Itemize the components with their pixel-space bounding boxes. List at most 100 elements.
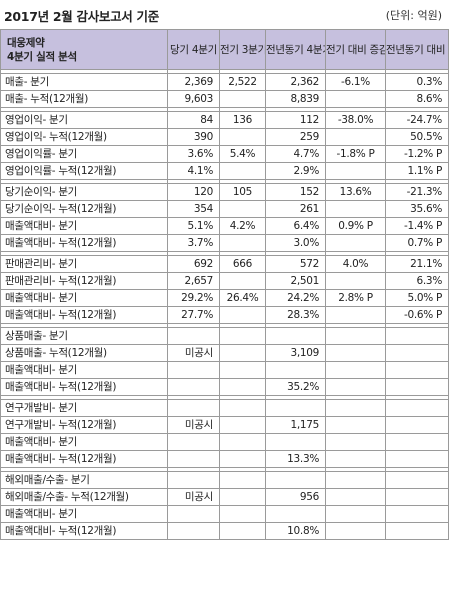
- value-cell: [219, 522, 266, 540]
- row-label: 당기순이익- 누적(12개월): [0, 200, 168, 218]
- value-cell: [385, 399, 449, 417]
- value-cell: 미공시: [167, 488, 220, 506]
- value-cell: 4.7%: [265, 145, 326, 163]
- value-cell: [385, 344, 449, 362]
- table-row: 영업이익- 분기 84 136 112 -38.0% -24.7%: [0, 111, 449, 129]
- value-cell: 5.0% P: [385, 289, 449, 307]
- value-cell: 261: [265, 200, 326, 218]
- value-cell: [219, 162, 266, 180]
- value-cell: 2,501: [265, 272, 326, 290]
- value-cell: [265, 399, 326, 417]
- value-cell: [219, 399, 266, 417]
- col-header-line1: 전기: [220, 43, 240, 56]
- report-title: 2017년 2월 감사보고서 기준: [4, 9, 159, 24]
- value-cell: [325, 327, 386, 345]
- value-cell: 8,839: [265, 90, 326, 108]
- value-cell: [167, 450, 220, 468]
- table-row: 매출액대비- 누적(12개월) 13.3%: [0, 450, 449, 468]
- value-cell: [265, 433, 326, 451]
- value-cell: [325, 234, 386, 252]
- table-row: 매출액대비- 누적(12개월) 10.8%: [0, 522, 449, 540]
- value-cell: -38.0%: [325, 111, 386, 129]
- value-cell: 0.7% P: [385, 234, 449, 252]
- value-cell: [167, 361, 220, 379]
- value-cell: 21.1%: [385, 255, 449, 273]
- table-body: 매출- 분기 2,369 2,522 2,362 -6.1% 0.3% 매출- 누적(12개…: [0, 69, 449, 540]
- group-separator: [0, 467, 449, 472]
- table-row: 매출- 분기 2,369 2,522 2,362 -6.1% 0.3%: [0, 73, 449, 91]
- col-header-line2: 3분기: [241, 43, 266, 56]
- value-cell: 24.2%: [265, 289, 326, 307]
- row-label: 판매관리비- 누적(12개월): [0, 272, 168, 290]
- value-cell: 6.4%: [265, 217, 326, 235]
- value-cell: [385, 416, 449, 434]
- table-row: 판매관리비- 분기 692 666 572 4.0% 21.1%: [0, 255, 449, 273]
- value-cell: [167, 471, 220, 489]
- table-row: 해외매출/수출- 분기: [0, 471, 449, 489]
- value-cell: [167, 378, 220, 396]
- value-cell: [385, 471, 449, 489]
- unit-label: (단위: 억원): [385, 9, 442, 22]
- row-label: 당기순이익- 분기: [0, 183, 168, 201]
- value-cell: 27.7%: [167, 306, 220, 324]
- value-cell: 13.3%: [265, 450, 326, 468]
- table-row: 매출액대비- 누적(12개월) 35.2%: [0, 378, 449, 396]
- value-cell: [167, 327, 220, 345]
- company-name: 대웅제약: [7, 36, 45, 49]
- table-row: 매출- 누적(12개월) 9,603 8,839 8.6%: [0, 90, 449, 108]
- value-cell: [325, 522, 386, 540]
- row-label: 영업이익률- 누적(12개월): [0, 162, 168, 180]
- col-header-line1: 전기 대비: [326, 43, 367, 56]
- col-header-line2: 4분기: [191, 43, 217, 56]
- value-cell: [219, 488, 266, 506]
- value-cell: 152: [265, 183, 326, 201]
- row-label: 판매관리비- 분기: [0, 255, 168, 273]
- value-cell: [219, 90, 266, 108]
- value-cell: [167, 522, 220, 540]
- value-cell: 354: [167, 200, 220, 218]
- value-cell: [325, 450, 386, 468]
- value-cell: 28.3%: [265, 306, 326, 324]
- row-label: 해외매출/수출- 누적(12개월): [0, 488, 168, 506]
- value-cell: [385, 522, 449, 540]
- table-row: 매출액대비- 분기 5.1% 4.2% 6.4% 0.9% P -1.4% P: [0, 217, 449, 235]
- value-cell: 956: [265, 488, 326, 506]
- value-cell: 3.7%: [167, 234, 220, 252]
- table-row: 상품매출- 누적(12개월) 미공시 3,109: [0, 344, 449, 362]
- value-cell: 3.6%: [167, 145, 220, 163]
- value-cell: [219, 306, 266, 324]
- value-cell: [325, 505, 386, 523]
- row-label: 매출액대비- 누적(12개월): [0, 306, 168, 324]
- row-label: 매출액대비- 누적(12개월): [0, 234, 168, 252]
- table-row: 당기순이익- 누적(12개월) 354 261 35.6%: [0, 200, 449, 218]
- value-cell: 666: [219, 255, 266, 273]
- value-cell: [385, 327, 449, 345]
- value-cell: [385, 505, 449, 523]
- value-cell: [325, 128, 386, 146]
- value-cell: [385, 450, 449, 468]
- value-cell: 0.3%: [385, 73, 449, 91]
- value-cell: [385, 488, 449, 506]
- value-cell: -1.8% P: [325, 145, 386, 163]
- value-cell: 4.1%: [167, 162, 220, 180]
- value-cell: [265, 327, 326, 345]
- table-row: 매출액대비- 분기 29.2% 26.4% 24.2% 2.8% P 5.0% P: [0, 289, 449, 307]
- table-row: 영업이익률- 분기 3.6% 5.4% 4.7% -1.8% P -1.2% P: [0, 145, 449, 163]
- col-header-line1: 전년동기: [266, 43, 304, 56]
- row-label: 매출액대비- 분기: [0, 505, 168, 523]
- value-cell: -1.4% P: [385, 217, 449, 235]
- row-label: 매출- 분기: [0, 73, 168, 91]
- col-header-line1: 전년동기: [386, 43, 424, 56]
- value-cell: [219, 327, 266, 345]
- group-separator: [0, 323, 449, 328]
- value-cell: 2,362: [265, 73, 326, 91]
- value-cell: [325, 162, 386, 180]
- table-row: 당기순이익- 분기 120 105 152 13.6% -21.3%: [0, 183, 449, 201]
- value-cell: [325, 433, 386, 451]
- value-cell: 136: [219, 111, 266, 129]
- value-cell: [325, 488, 386, 506]
- value-cell: -0.6% P: [385, 306, 449, 324]
- value-cell: 692: [167, 255, 220, 273]
- value-cell: [325, 272, 386, 290]
- value-cell: 2.9%: [265, 162, 326, 180]
